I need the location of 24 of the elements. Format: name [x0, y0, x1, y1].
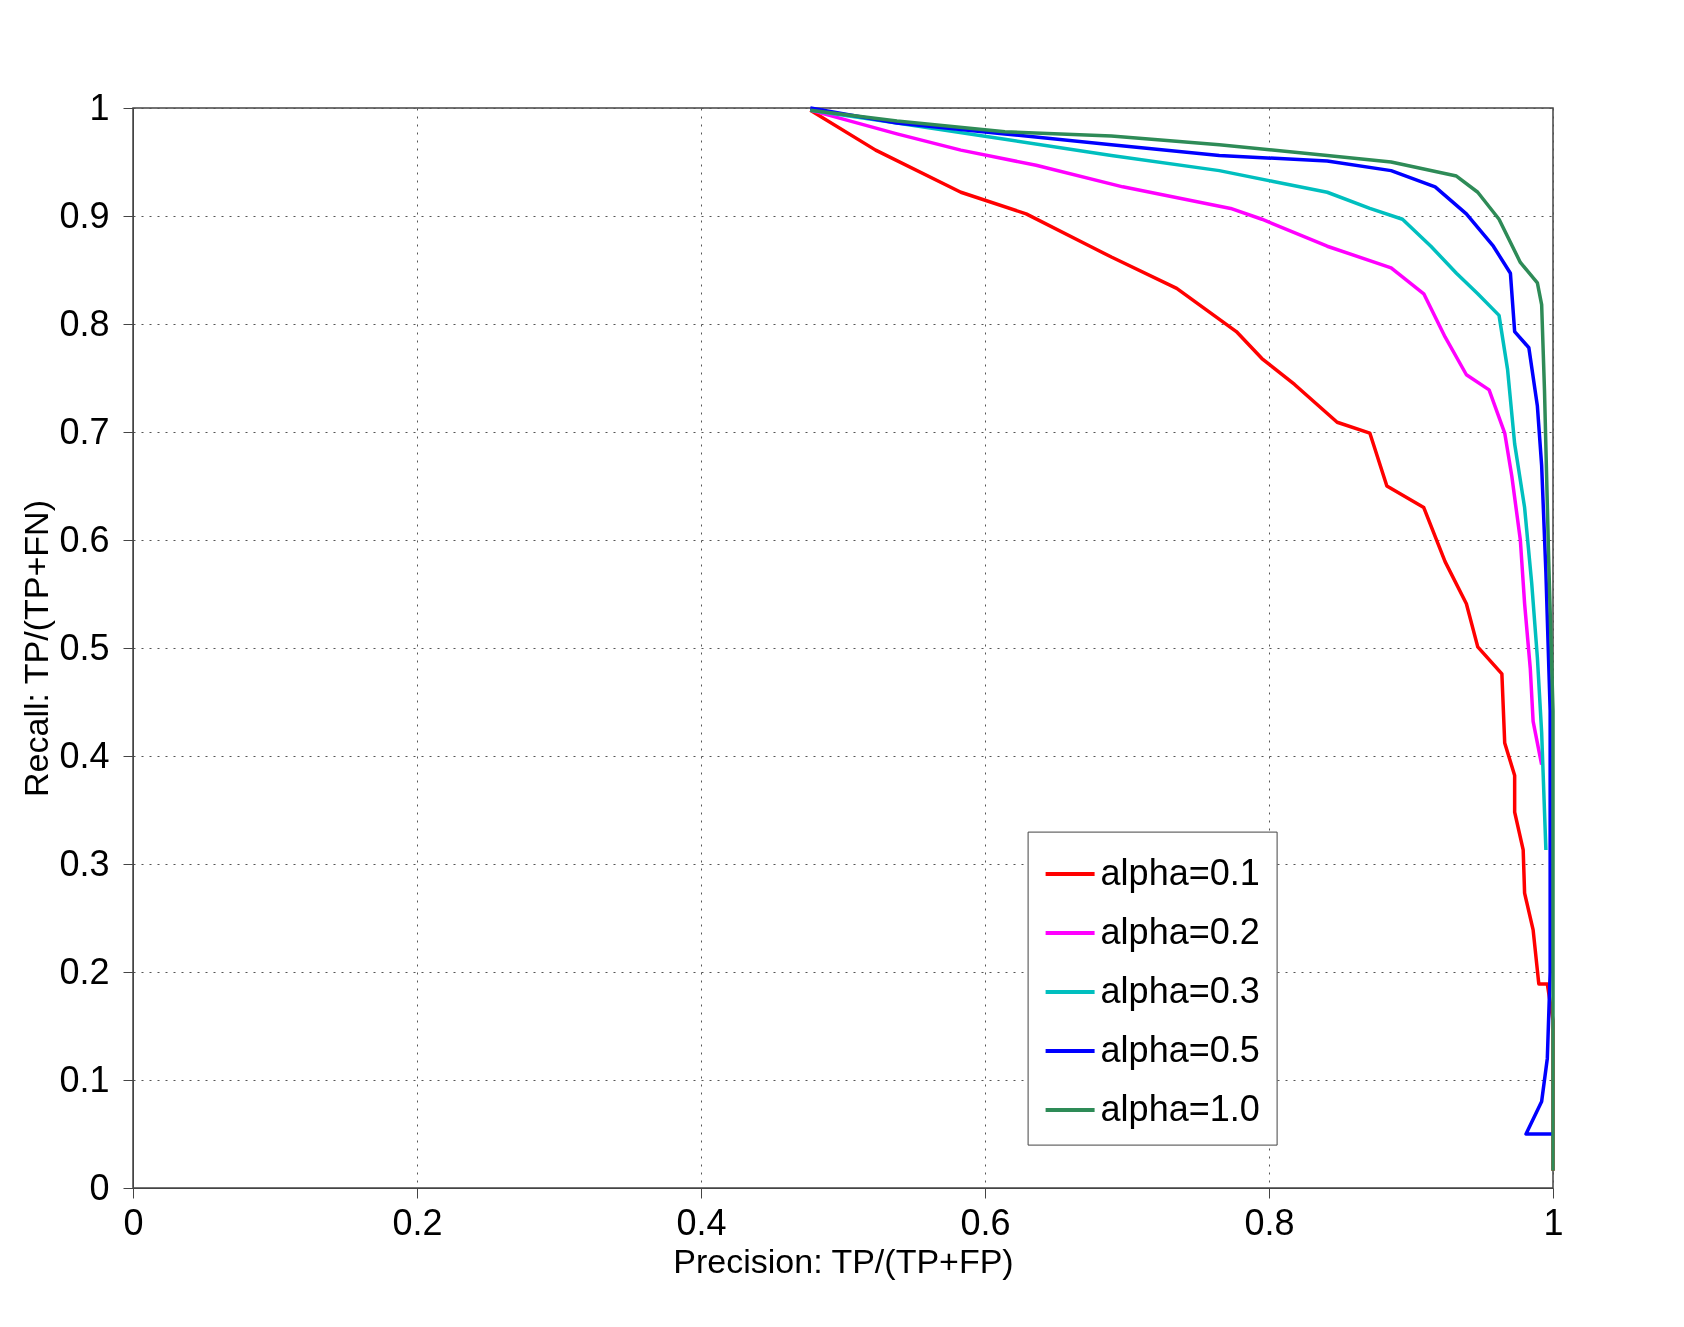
x-tick-label: 0.6: [960, 1201, 1011, 1243]
x-tick-label: 0.2: [392, 1201, 443, 1243]
y-tick-label: 0.2: [59, 950, 110, 992]
y-tick-label: 0: [89, 1166, 110, 1208]
x-tick-label: 1: [1543, 1201, 1564, 1243]
x-tick-label: 0.4: [676, 1201, 727, 1243]
x-tick-label: 0: [123, 1201, 144, 1243]
legend-label: alpha=0.3: [1100, 970, 1260, 1012]
y-tick-label: 0.7: [59, 410, 110, 452]
x-axis-title: Precision: TP/(TP+FP): [673, 1241, 1014, 1280]
y-tick-label: 0.4: [59, 734, 110, 776]
y-tick-label: 0.9: [59, 194, 110, 236]
y-axis-title: Recall: TP/(TP+FN): [17, 500, 56, 797]
y-tick-label: 0.8: [59, 302, 110, 344]
legend-label: alpha=0.1: [1100, 852, 1260, 894]
y-tick-label: 0.3: [59, 842, 110, 884]
x-tick-label: 0.8: [1244, 1201, 1295, 1243]
legend-label: alpha=1.0: [1100, 1088, 1260, 1130]
y-tick-label: 0.6: [59, 518, 110, 560]
legend-label: alpha=0.2: [1100, 911, 1260, 953]
y-tick-label: 0.1: [59, 1058, 110, 1100]
y-tick-label: 1: [89, 86, 110, 128]
legend-label: alpha=0.5: [1100, 1029, 1260, 1071]
y-tick-label: 0.5: [59, 626, 110, 668]
